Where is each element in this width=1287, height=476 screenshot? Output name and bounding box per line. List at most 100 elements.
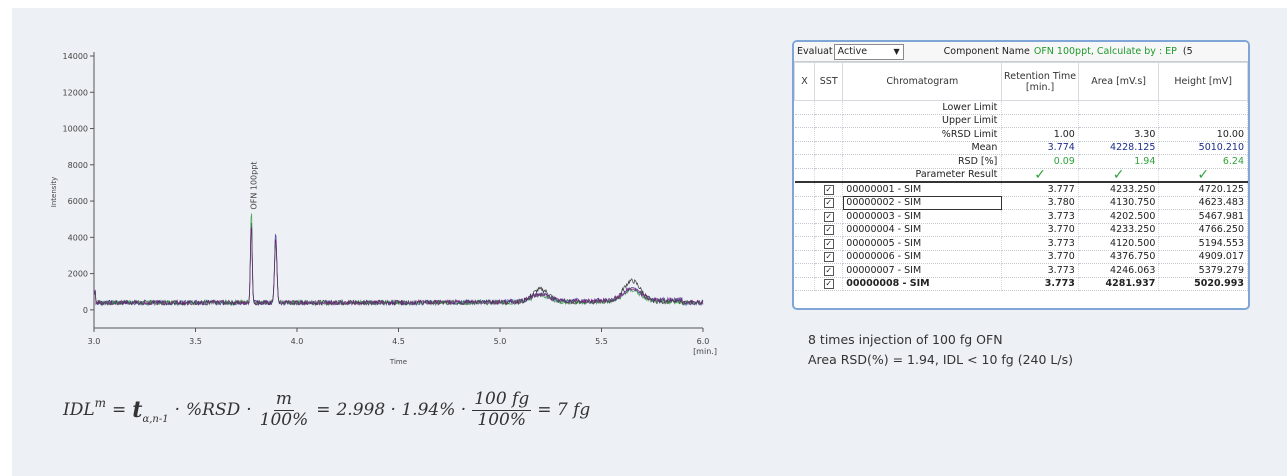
evaluation-label: Evaluat [797, 46, 833, 57]
caption-line-1: 8 times injection of 100 fg OFN [808, 332, 1003, 347]
limit-area: 3.30 [1078, 127, 1160, 142]
y-tick-label: 14000 [63, 52, 88, 61]
limit-rt [1001, 100, 1079, 115]
limit-row: %RSD Limit 1.00 3.30 10.00 [794, 127, 1248, 142]
table-row[interactable]: ✓ 00000002 - SIM 3.780 4130.750 4623.483 [794, 196, 1248, 210]
row-area: 4202.500 [1078, 209, 1160, 224]
row-height: 4909.017 [1158, 250, 1248, 264]
formula-eq2: = [316, 400, 331, 421]
cell-empty [814, 114, 844, 128]
row-height: 4720.125 [1158, 181, 1248, 197]
formula-fraction-2: 100 fg 100% [472, 389, 532, 430]
x-tick-label: 4.5 [392, 337, 405, 346]
x-tick-label: 6.0 [697, 337, 710, 346]
limit-rt: 0.09 [1001, 154, 1079, 169]
sst-checkbox[interactable]: ✓ [823, 225, 834, 236]
chromatogram-trace [93, 213, 704, 307]
sst-checkbox[interactable]: ✓ [823, 211, 834, 222]
limit-area: ✓ [1078, 168, 1160, 183]
component-name-label: Component Name [943, 46, 1030, 57]
limit-row: RSD [%] 0.09 1.94 6.24 [794, 154, 1248, 169]
y-tick-label: 4000 [68, 233, 88, 242]
cell-empty [794, 100, 816, 115]
limit-area: 1.94 [1078, 154, 1160, 169]
limit-height: 5010.210 [1158, 141, 1248, 155]
limit-height [1158, 100, 1248, 115]
row-height: 4623.483 [1158, 196, 1248, 210]
row-height: 4766.250 [1158, 223, 1248, 237]
row-height: 5467.981 [1158, 209, 1248, 224]
formula-eq1: = [112, 400, 127, 421]
cell-empty [814, 154, 844, 169]
header-x[interactable]: X [794, 62, 816, 101]
formula-lhs: IDLm [63, 396, 107, 421]
chromatogram-name[interactable]: 00000002 - SIM [842, 196, 1003, 210]
cell-empty [814, 141, 844, 155]
formula-dot2: · [246, 400, 252, 421]
chromatogram-trace [93, 227, 704, 307]
header-height[interactable]: Height [mV] [1158, 62, 1248, 101]
results-table: X SST Chromatogram Retention Time [min.]… [794, 62, 1248, 291]
row-rt: 3.773 [1001, 277, 1079, 291]
table-row[interactable]: ✓ 00000008 - SIM 3.773 4281.937 5020.993 [794, 277, 1248, 291]
cell-empty [794, 277, 816, 291]
row-area: 4130.750 [1078, 196, 1160, 210]
chromatogram-name[interactable]: 00000005 - SIM [842, 236, 1003, 251]
header-retention-time[interactable]: Retention Time [min.] [1001, 62, 1079, 101]
y-tick-label: 10000 [63, 125, 88, 134]
sst-cell: ✓ [814, 263, 844, 278]
header-chromatogram[interactable]: Chromatogram [842, 62, 1003, 101]
limit-label: Lower Limit [842, 100, 1003, 115]
chromatogram-name[interactable]: 00000003 - SIM [842, 209, 1003, 224]
cell-empty [794, 181, 816, 197]
formula-fraction-1: m 100% [259, 389, 309, 430]
limit-row: Lower Limit [794, 100, 1248, 115]
chromatogram-name[interactable]: 00000007 - SIM [842, 263, 1003, 278]
row-area: 4233.250 [1078, 223, 1160, 237]
row-area: 4120.500 [1078, 236, 1160, 251]
sst-checkbox[interactable]: ✓ [823, 238, 834, 249]
chromatogram-name[interactable]: 00000001 - SIM [842, 181, 1003, 197]
table-row[interactable]: ✓ 00000006 - SIM 3.770 4376.750 4909.017 [794, 250, 1248, 264]
chromatogram-name[interactable]: 00000008 - SIM [842, 277, 1003, 291]
cell-empty [794, 168, 816, 183]
table-row[interactable]: ✓ 00000003 - SIM 3.773 4202.500 5467.981 [794, 209, 1248, 224]
header-sst[interactable]: SST [814, 62, 844, 101]
x-axis-label: Time [389, 358, 407, 366]
formula-mid: 2.998 · 1.94% · [336, 400, 467, 421]
header-area[interactable]: Area [mV.s] [1077, 62, 1160, 101]
sst-checkbox[interactable]: ✓ [823, 265, 834, 276]
y-axis-label: Intensity [50, 177, 58, 207]
evaluation-select[interactable]: Active ▼ [833, 43, 904, 60]
table-row[interactable]: ✓ 00000007 - SIM 3.773 4246.063 5379.279 [794, 263, 1248, 278]
limit-height: 10.00 [1158, 127, 1248, 142]
cell-empty [794, 154, 816, 169]
table-row[interactable]: ✓ 00000005 - SIM 3.773 4120.500 5194.553 [794, 236, 1248, 251]
chromatogram-name[interactable]: 00000004 - SIM [842, 223, 1003, 237]
sst-checkbox[interactable]: ✓ [823, 184, 834, 195]
results-table-window: Evaluat Active ▼ Component Name OFN 100pp… [792, 40, 1250, 310]
row-rt: 3.777 [1001, 181, 1079, 197]
limit-row: Parameter Result ✓ ✓ ✓ [794, 168, 1248, 183]
limit-rt: 3.774 [1001, 141, 1079, 155]
chromatogram-trace [93, 222, 704, 307]
row-rt: 3.773 [1001, 209, 1079, 224]
chromatogram-name[interactable]: 00000006 - SIM [842, 250, 1003, 264]
row-rt: 3.780 [1001, 196, 1079, 210]
limit-row: Mean 3.774 4228.125 5010.210 [794, 141, 1248, 155]
table-row[interactable]: ✓ 00000001 - SIM 3.777 4233.250 4720.125 [794, 181, 1248, 197]
x-tick-label: 5.0 [494, 337, 507, 346]
sst-checkbox[interactable]: ✓ [823, 252, 834, 263]
sst-checkbox[interactable]: ✓ [823, 279, 834, 290]
sst-checkbox[interactable]: ✓ [823, 198, 834, 209]
limit-rt [1001, 114, 1079, 128]
cell-empty [794, 127, 816, 142]
limit-label: Mean [842, 141, 1003, 155]
table-row[interactable]: ✓ 00000004 - SIM 3.770 4233.250 4766.250 [794, 223, 1248, 237]
limit-area [1078, 100, 1160, 115]
limit-rt: 1.00 [1001, 127, 1079, 142]
formula-rsd: %RSD [185, 400, 241, 421]
x-tick-label: 3.0 [88, 337, 101, 346]
formula-dot1: · [174, 400, 180, 421]
